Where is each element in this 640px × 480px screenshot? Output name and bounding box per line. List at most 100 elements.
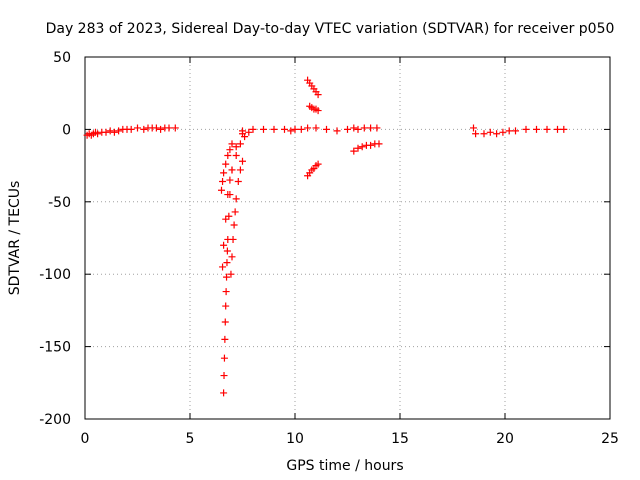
data-point xyxy=(232,151,240,159)
data-point xyxy=(543,125,551,133)
data-point xyxy=(260,125,267,133)
data-point xyxy=(222,160,230,168)
data-point xyxy=(249,125,257,133)
data-point xyxy=(228,253,236,261)
data-point xyxy=(512,127,519,135)
data-point xyxy=(220,241,228,249)
y-tick-label: -50 xyxy=(48,195,71,211)
data-point xyxy=(245,128,253,136)
data-point xyxy=(354,144,362,152)
data-point xyxy=(312,124,320,132)
y-tick-label: 0 xyxy=(62,122,71,138)
data-point xyxy=(171,124,179,132)
data-point xyxy=(239,127,246,135)
grid-lines xyxy=(85,57,610,419)
data-point xyxy=(221,335,229,343)
data-point xyxy=(231,208,239,216)
data-point xyxy=(222,302,230,310)
y-axis-label: SDTVAR / TECUs xyxy=(7,181,23,296)
data-point xyxy=(220,354,228,362)
data-point xyxy=(219,263,227,271)
data-point xyxy=(220,389,228,397)
x-axis-label: GPS time / hours xyxy=(286,458,403,474)
data-point xyxy=(493,130,501,138)
data-point xyxy=(560,125,568,133)
data-point xyxy=(350,147,358,155)
data-point xyxy=(157,125,165,133)
data-point xyxy=(314,160,322,168)
data-point xyxy=(236,140,244,148)
data-point xyxy=(367,141,375,149)
data-point xyxy=(472,130,480,138)
data-point xyxy=(499,128,507,136)
data-point xyxy=(106,127,114,135)
data-point xyxy=(486,128,494,136)
data-point xyxy=(367,124,375,132)
y-tick-label: -100 xyxy=(39,267,71,283)
y-tick-label: -150 xyxy=(39,340,71,356)
data-point xyxy=(344,125,351,133)
data-point xyxy=(229,235,237,243)
data-point xyxy=(102,128,110,136)
data-points xyxy=(83,76,568,397)
data-point xyxy=(304,124,312,132)
x-tick-label: 5 xyxy=(186,431,195,447)
data-point xyxy=(140,125,148,133)
data-point xyxy=(554,125,561,133)
data-point xyxy=(232,143,240,151)
data-point xyxy=(224,191,232,199)
data-point xyxy=(223,247,231,255)
data-point xyxy=(375,140,383,148)
data-point xyxy=(227,270,235,278)
y-tick-label: -200 xyxy=(39,412,71,428)
data-point xyxy=(221,318,229,326)
data-point xyxy=(291,125,299,133)
data-point xyxy=(219,178,227,186)
data-point xyxy=(236,166,244,174)
data-series xyxy=(470,124,568,138)
data-point xyxy=(94,130,102,138)
x-tick-label: 20 xyxy=(496,431,514,447)
data-point xyxy=(223,273,231,281)
data-point xyxy=(223,259,231,267)
axis-ticks: 0 5 10 15 20 25 -200 -150 -100 -50 0 50 xyxy=(39,50,619,447)
data-point xyxy=(165,124,173,132)
data-series xyxy=(306,102,322,115)
data-point xyxy=(358,143,366,151)
data-point xyxy=(314,107,322,115)
x-tick-label: 25 xyxy=(601,431,619,447)
y-tick-label: 50 xyxy=(53,50,71,66)
data-point xyxy=(505,127,513,135)
data-point xyxy=(470,124,477,132)
data-point xyxy=(333,127,341,135)
data-series xyxy=(323,124,381,135)
data-point xyxy=(232,195,240,203)
data-point xyxy=(127,125,135,133)
data-point xyxy=(239,157,246,165)
data-point xyxy=(110,128,118,136)
data-series xyxy=(304,76,322,99)
data-point xyxy=(480,130,488,138)
data-series xyxy=(127,124,179,133)
data-point xyxy=(220,372,228,380)
data-series xyxy=(227,157,246,278)
plot-frame xyxy=(84,56,611,420)
data-point xyxy=(297,125,305,133)
data-point xyxy=(350,124,358,132)
data-point xyxy=(354,125,362,133)
data-point xyxy=(323,125,330,133)
data-point xyxy=(230,221,238,229)
data-series xyxy=(218,140,236,194)
data-point xyxy=(152,124,160,132)
data-point xyxy=(222,215,230,223)
data-point xyxy=(360,124,368,132)
data-series xyxy=(219,128,253,271)
data-point xyxy=(115,127,123,135)
data-point xyxy=(287,127,295,135)
data-point xyxy=(314,91,322,99)
data-point xyxy=(241,133,249,141)
x-tick-label: 0 xyxy=(81,431,90,447)
chart-title: Day 283 of 2023, Sidereal Day-to-day VTE… xyxy=(46,21,615,37)
data-point xyxy=(228,166,236,174)
